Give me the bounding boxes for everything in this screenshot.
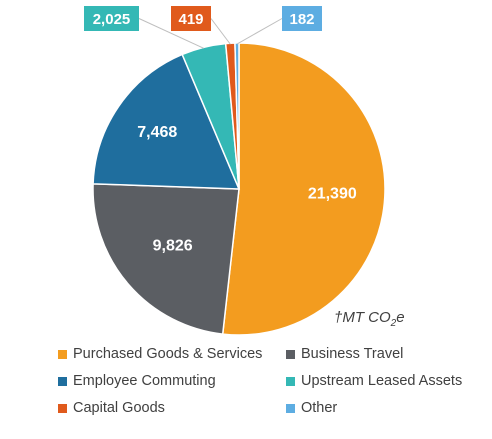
legend-item-business-travel: Business Travel	[286, 346, 403, 362]
pie-slices	[92, 42, 386, 336]
legend-label: Business Travel	[301, 346, 404, 362]
legend-item-employee-commuting: Employee Commuting	[58, 373, 216, 389]
legend-item-upstream-leased-assets: Upstream Leased Assets	[286, 373, 462, 389]
legend-swatch	[286, 403, 295, 413]
data-label-business-travel: 9,826	[153, 238, 193, 255]
callout-box-upstream-leased-assets	[84, 6, 139, 31]
legend-swatch	[58, 349, 67, 359]
data-label-capital-goods: 419	[178, 11, 203, 28]
callout-box-capital-goods	[171, 6, 211, 31]
data-label-employee-commuting: 7,468	[137, 124, 177, 141]
unit-note-prefix: †MT CO	[334, 309, 391, 326]
legend-swatch	[58, 403, 67, 413]
legend-label: Upstream Leased Assets	[301, 373, 463, 389]
pie-slice-business-travel	[92, 183, 240, 335]
legend-item-other: Other	[286, 400, 337, 416]
legend-swatch	[286, 349, 295, 359]
data-label-other: 182	[289, 11, 314, 28]
legend-label: Employee Commuting	[73, 373, 216, 389]
callout-box-other	[282, 6, 322, 31]
pie-slice-purchased-goods-and-services	[221, 42, 386, 336]
leader-line-capital-goods	[210, 18, 231, 45]
leader-line-upstream-leased-assets	[138, 18, 204, 49]
unit-note-subscript: 2	[390, 318, 397, 329]
pie-slice-employee-commuting	[92, 53, 241, 190]
legend-item-purchased-goods-and-services: Purchased Goods & Services	[58, 346, 262, 362]
data-label-purchased-goods-and-services: 21,390	[308, 186, 357, 203]
legend-label: Other	[301, 400, 338, 416]
data-label-upstream-leased-assets: 2,025	[93, 11, 131, 28]
legend-swatch	[58, 376, 67, 386]
legend-item-capital-goods: Capital Goods	[58, 400, 165, 416]
legend-label: Purchased Goods & Services	[73, 346, 263, 362]
unit-note-suffix: e	[396, 309, 405, 326]
pie-callouts: 2,025 419 182	[84, 6, 322, 49]
legend-swatch	[286, 376, 295, 386]
leader-line-other	[236, 18, 283, 45]
legend-label: Capital Goods	[73, 400, 165, 416]
pie-labels: 21,390 9,826 7,468	[137, 124, 357, 255]
unit-note: †MT CO2e	[334, 309, 405, 329]
